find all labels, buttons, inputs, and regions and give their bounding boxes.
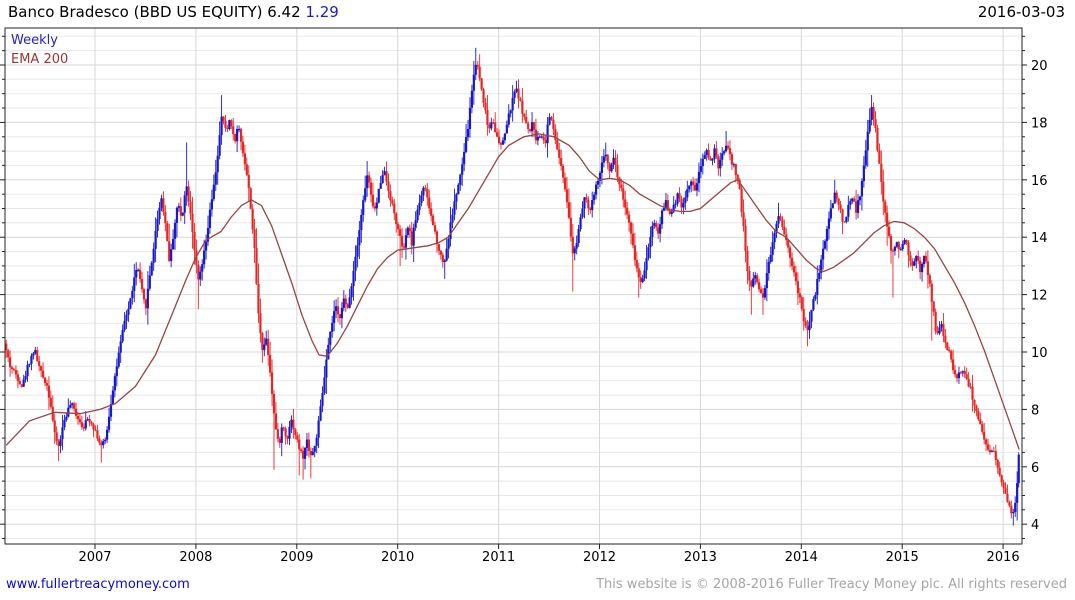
svg-text:8: 8 [1031,403,1039,418]
svg-text:2013: 2013 [684,550,717,565]
svg-text:2008: 2008 [179,550,212,565]
footer-site-link[interactable]: www.fullertreacymoney.com [6,577,190,592]
svg-text:18: 18 [1031,116,1048,131]
svg-text:2012: 2012 [583,550,616,565]
svg-text:2009: 2009 [280,550,313,565]
svg-text:2010: 2010 [381,550,414,565]
chart-date: 2016-03-03 [977,3,1065,21]
svg-text:14: 14 [1031,231,1048,246]
svg-text:2016: 2016 [987,550,1020,565]
instrument-title: Banco Bradesco (BBD US EQUITY) 6.42 [8,3,301,21]
svg-text:6: 6 [1031,461,1039,476]
price-change: 1.29 [305,3,339,21]
footer-copyright: This website is © 2008-2016 Fuller Treac… [596,577,1067,592]
legend-timeframe: Weekly [11,33,58,48]
page-title: Banco Bradesco (BBD US EQUITY) 6.42 1.29 [8,3,339,21]
svg-text:12: 12 [1031,289,1048,304]
svg-text:10: 10 [1031,346,1048,361]
plot-area: 4 6 8 10 12 14 16 18 20 2007 2008 2009 2010 2011 2012 2… [0,27,1048,565]
svg-text:2015: 2015 [886,550,919,565]
svg-text:16: 16 [1031,174,1048,189]
svg-text:2014: 2014 [785,550,818,565]
svg-text:4: 4 [1031,518,1039,533]
svg-text:2011: 2011 [482,550,515,565]
legend-ema-200: EMA 200 [11,52,69,67]
svg-text:2007: 2007 [78,550,111,565]
svg-text:20: 20 [1031,59,1048,74]
